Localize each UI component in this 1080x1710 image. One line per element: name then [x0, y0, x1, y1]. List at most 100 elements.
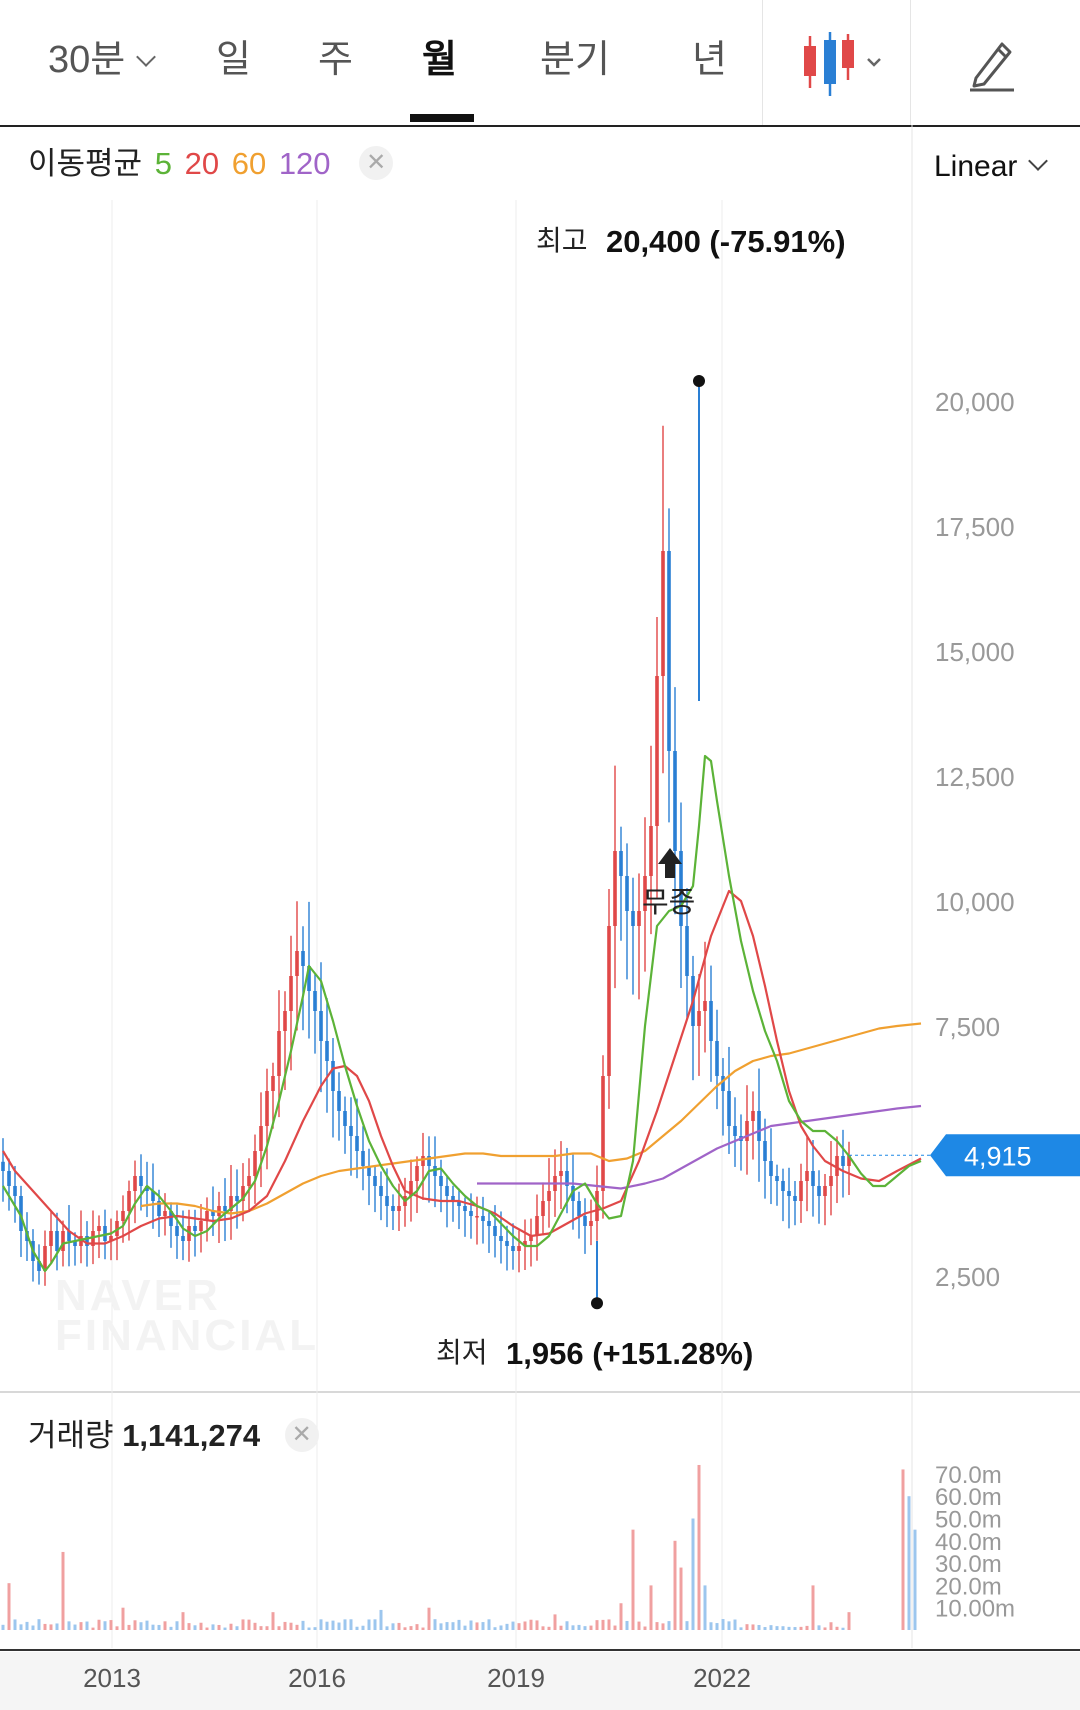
candle-body [1, 1161, 5, 1171]
tab-30min[interactable]: 30분 [48, 30, 157, 90]
candle-body [523, 1241, 527, 1246]
volume-bar [61, 1551, 65, 1630]
volume-bar [325, 1621, 329, 1630]
volume-bar [1, 1624, 5, 1630]
candle-body [703, 1001, 707, 1011]
candle-body [733, 1126, 737, 1136]
volume-bar [259, 1626, 263, 1630]
candle-body [421, 1156, 425, 1166]
volume-bar [541, 1626, 545, 1630]
volume-bar [811, 1585, 815, 1630]
candle-body [601, 1076, 605, 1191]
candle-body [235, 1196, 239, 1201]
volume-bar [571, 1625, 575, 1630]
candle-body [475, 1216, 479, 1218]
volume-bar [715, 1623, 719, 1630]
close-volume-button[interactable]: ✕ [284, 1417, 319, 1452]
volume-bar [25, 1621, 29, 1630]
volume-tick-label: 30.0m [935, 1551, 1002, 1578]
volume-bar [379, 1609, 383, 1630]
candle-body [97, 1226, 101, 1231]
high-marker [693, 375, 705, 387]
candle-body [535, 1216, 539, 1236]
volume-bar [67, 1621, 71, 1630]
tab-month[interactable]: 월 [422, 39, 457, 81]
volume-bar [7, 1583, 11, 1630]
volume-bar [691, 1518, 695, 1630]
candle-body [193, 1226, 197, 1231]
volume-bar [739, 1627, 743, 1630]
volume-bar [631, 1529, 635, 1630]
volume-bar [757, 1624, 761, 1630]
volume-bar [901, 1469, 905, 1630]
scale-select[interactable]: Linear [934, 150, 1049, 184]
volume-bar [451, 1622, 455, 1630]
candle-body [547, 1191, 551, 1201]
candle-body [67, 1231, 71, 1241]
volume-bar [289, 1622, 293, 1630]
chart-type-button[interactable] [790, 30, 890, 100]
close-ma-button[interactable]: ✕ [359, 145, 394, 180]
volume-bar [235, 1626, 239, 1630]
volume-bar [529, 1619, 533, 1630]
volume-bar [523, 1621, 527, 1630]
candle-body [133, 1176, 137, 1191]
volume-tick-label: 20.0m [935, 1573, 1002, 1600]
tab-week[interactable]: 주 [318, 39, 353, 81]
candle-body [169, 1211, 173, 1226]
low-label: 최저 [436, 1337, 488, 1368]
tab-quarter[interactable]: 분기 [540, 39, 610, 81]
period-tab-bar: 30분 일 주 월 분기 년 [0, 0, 1080, 127]
volume-bar [247, 1619, 251, 1630]
candle-body [337, 1091, 341, 1111]
price-tag-label: 4,915 [964, 1141, 1032, 1171]
volume-bar [355, 1626, 359, 1630]
candle-body [607, 926, 611, 1076]
candle-body [373, 1176, 377, 1186]
candle-body [805, 1171, 809, 1181]
volume-bar [277, 1626, 281, 1630]
volume-bar [385, 1626, 389, 1630]
candle-body [667, 551, 671, 751]
volume-bar [265, 1626, 269, 1630]
volume-bar [817, 1625, 821, 1630]
volume-bar [643, 1626, 647, 1630]
candle-body [13, 1186, 17, 1196]
candle-body [631, 911, 635, 926]
volume-bar [205, 1627, 209, 1630]
price-tag [930, 1134, 1080, 1177]
candle-body [529, 1236, 533, 1241]
time-axis-bg [0, 1652, 1080, 1710]
candle-body [145, 1186, 149, 1191]
volume-bar [133, 1620, 137, 1630]
volume-bar [517, 1623, 521, 1630]
candle-body [595, 1191, 599, 1221]
candle-body [55, 1231, 59, 1251]
tab-day[interactable]: 일 [216, 39, 251, 81]
draw-tool-button[interactable] [962, 34, 1022, 94]
candle-body [697, 1011, 701, 1026]
candle-body [253, 1151, 257, 1176]
volume-bar [73, 1624, 77, 1630]
volume-bar [535, 1620, 539, 1630]
volume-bar [661, 1623, 665, 1630]
volume-bar [301, 1620, 305, 1630]
ma60-line [140, 1022, 922, 1215]
volume-bar [199, 1622, 203, 1630]
candle-body [139, 1176, 143, 1186]
volume-bar [313, 1627, 317, 1630]
watermark: NAVER [55, 1271, 221, 1320]
volume-bar [601, 1619, 605, 1630]
candle-body [7, 1171, 11, 1186]
volume-bar [709, 1622, 713, 1630]
active-tab-indicator [410, 114, 474, 122]
chevron-down-icon [1028, 151, 1049, 171]
tab-year[interactable]: 년 [692, 39, 727, 81]
volume-bar [187, 1623, 191, 1630]
candle-body [391, 1206, 395, 1211]
candle-body [817, 1186, 821, 1196]
candle-body [19, 1196, 23, 1231]
candle-body [343, 1111, 347, 1126]
volume-bar [37, 1619, 41, 1630]
